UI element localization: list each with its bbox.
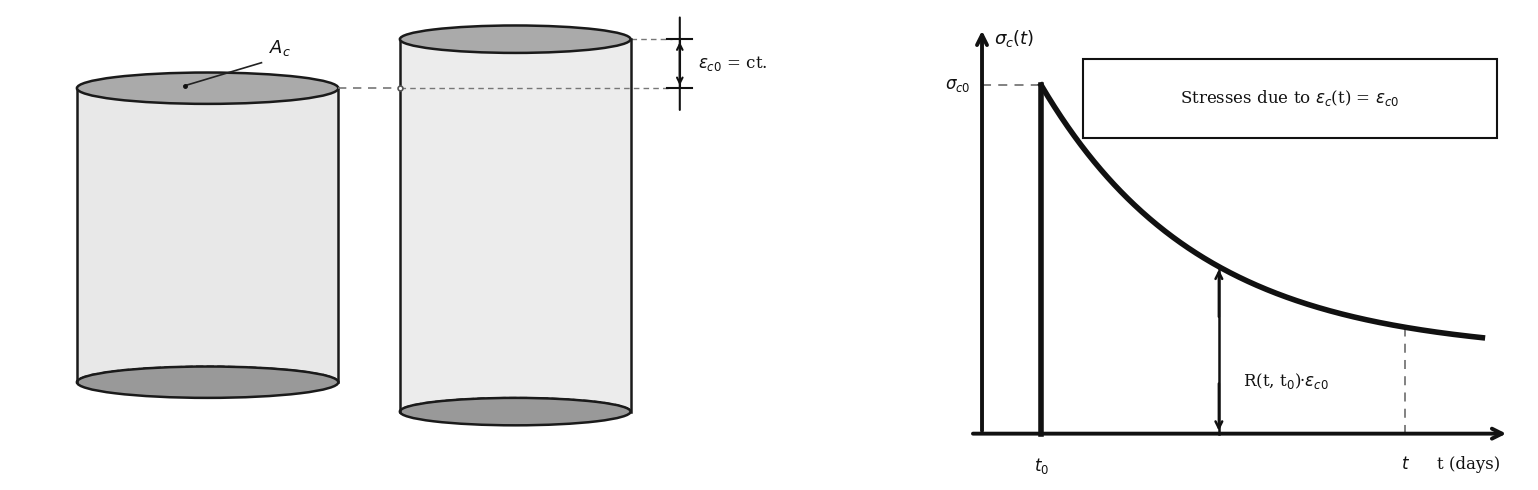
Text: R(t, t$_0$)·$\varepsilon_{c0}$: R(t, t$_0$)·$\varepsilon_{c0}$ [1243, 371, 1329, 391]
Text: $t$: $t$ [1401, 456, 1410, 473]
Text: Stresses due to $\varepsilon_c$(t) = $\varepsilon_{c0}$: Stresses due to $\varepsilon_c$(t) = $\v… [1180, 89, 1400, 108]
Text: $A_c$: $A_c$ [269, 38, 291, 58]
Ellipse shape [77, 367, 338, 398]
Text: $\sigma_c(t)$: $\sigma_c(t)$ [994, 28, 1034, 49]
Ellipse shape [400, 398, 631, 425]
Text: $\sigma_{c0}$: $\sigma_{c0}$ [944, 77, 970, 94]
Ellipse shape [400, 25, 631, 53]
Text: $t_0$: $t_0$ [1034, 456, 1049, 476]
Ellipse shape [77, 73, 338, 104]
Polygon shape [77, 88, 338, 382]
Polygon shape [400, 39, 631, 412]
FancyBboxPatch shape [1083, 59, 1496, 138]
Text: $\varepsilon_{c0}$ = ct.: $\varepsilon_{c0}$ = ct. [698, 54, 767, 73]
Text: t (days): t (days) [1436, 456, 1500, 473]
